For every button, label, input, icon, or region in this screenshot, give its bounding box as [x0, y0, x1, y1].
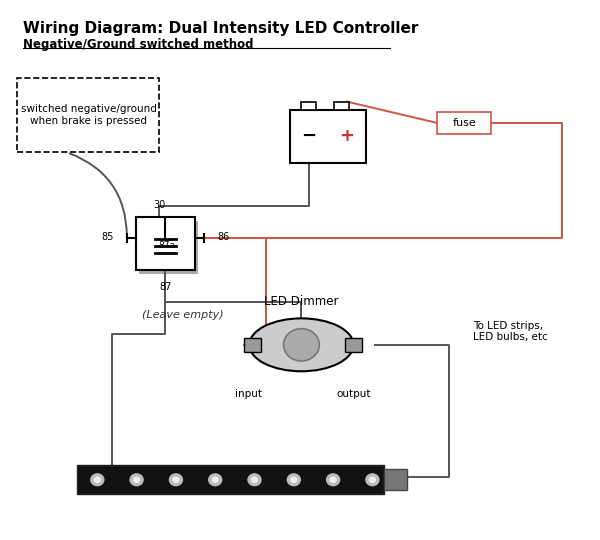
Text: 87: 87 — [159, 282, 172, 292]
Text: output: output — [336, 389, 371, 399]
Circle shape — [326, 474, 340, 485]
Text: To LED strips,
LED bulbs, etc: To LED strips, LED bulbs, etc — [473, 321, 548, 342]
Ellipse shape — [250, 319, 353, 372]
Text: switched negative/ground
when brake is pressed: switched negative/ground when brake is p… — [20, 104, 157, 126]
FancyBboxPatch shape — [290, 110, 367, 163]
Circle shape — [370, 477, 376, 482]
Circle shape — [291, 477, 297, 482]
Circle shape — [94, 477, 100, 482]
Circle shape — [209, 474, 222, 485]
FancyBboxPatch shape — [346, 338, 362, 352]
Circle shape — [173, 477, 179, 482]
Circle shape — [366, 474, 379, 485]
FancyBboxPatch shape — [77, 465, 384, 495]
Circle shape — [284, 329, 319, 361]
Circle shape — [169, 474, 182, 485]
Circle shape — [130, 474, 143, 485]
Text: −: − — [302, 127, 317, 145]
FancyBboxPatch shape — [301, 102, 316, 110]
Circle shape — [212, 477, 218, 482]
Text: 30: 30 — [154, 200, 166, 210]
Text: input: input — [235, 389, 262, 399]
Text: Wiring Diagram: Dual Intensity LED Controller: Wiring Diagram: Dual Intensity LED Contr… — [23, 22, 419, 37]
Text: +: + — [340, 127, 355, 145]
Circle shape — [287, 474, 301, 485]
Circle shape — [134, 477, 140, 482]
Text: Negative/Ground switched method: Negative/Ground switched method — [23, 37, 254, 51]
FancyBboxPatch shape — [136, 217, 195, 270]
FancyBboxPatch shape — [139, 221, 198, 274]
Text: 86: 86 — [217, 232, 230, 242]
FancyBboxPatch shape — [384, 469, 407, 490]
Circle shape — [330, 477, 336, 482]
Circle shape — [251, 477, 257, 482]
Text: 87a: 87a — [158, 241, 175, 251]
Text: LED Dimmer: LED Dimmer — [264, 295, 338, 308]
FancyBboxPatch shape — [437, 112, 491, 134]
Circle shape — [248, 474, 261, 485]
Text: fuse: fuse — [452, 118, 476, 128]
FancyBboxPatch shape — [244, 338, 261, 352]
Text: (Leave empty): (Leave empty) — [142, 310, 224, 320]
Text: 85: 85 — [101, 232, 113, 242]
Circle shape — [91, 474, 104, 485]
FancyBboxPatch shape — [334, 102, 349, 110]
